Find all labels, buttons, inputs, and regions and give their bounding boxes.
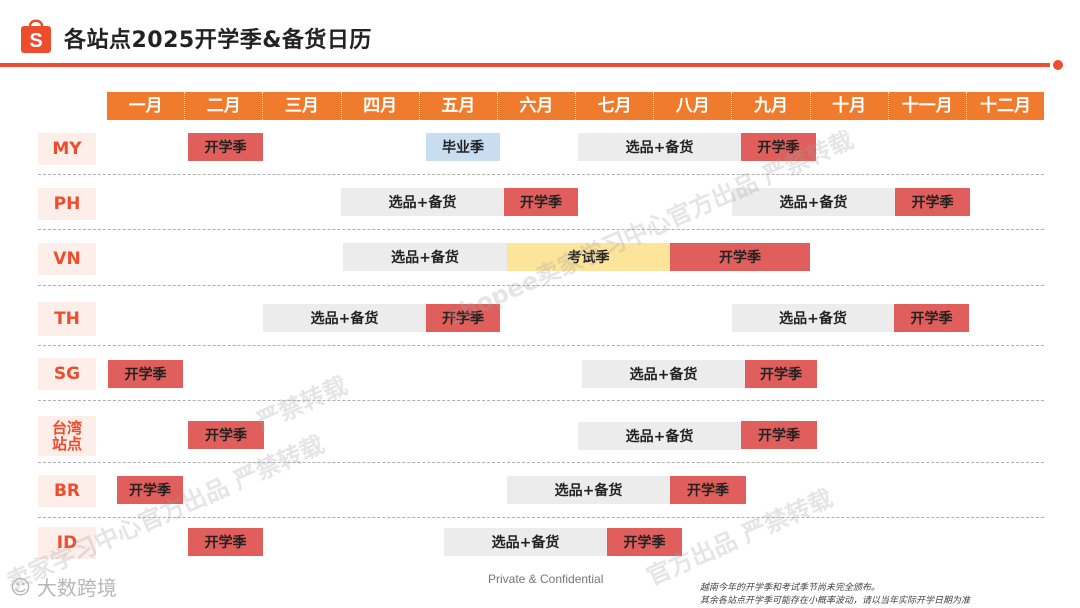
- month-aug: 八月: [654, 92, 733, 120]
- month-header: 一月 二月 三月 四月 五月 六月 七月 八月 九月 十月 十一月 十二月: [107, 92, 1044, 120]
- footer-brand-text: 大数跨境: [36, 576, 117, 600]
- row-separator: [38, 462, 1044, 463]
- footer-brand: ☺ 大数跨境: [10, 572, 117, 601]
- month-jan: 一月: [107, 92, 186, 120]
- bar-vn-stocking: 选品+备货: [343, 243, 507, 271]
- month-feb: 二月: [185, 92, 264, 120]
- month-jun: 六月: [498, 92, 577, 120]
- row-label-sg: SG: [38, 358, 96, 390]
- row-label-th: TH: [38, 302, 96, 336]
- row-separator: [38, 285, 1044, 286]
- row-label-br: BR: [38, 475, 96, 507]
- bar-id-school-feb: 开学季: [188, 528, 263, 556]
- footnote-line-1: 越南今年的开学季和考试季节尚未完全颁布。: [700, 583, 881, 593]
- row-label-tw: 台湾 站点: [38, 416, 96, 456]
- row-separator: [38, 345, 1044, 346]
- month-jul: 七月: [576, 92, 655, 120]
- row-label-id: ID: [38, 527, 96, 559]
- bar-id-school-jul: 开学季: [607, 528, 682, 556]
- bar-br-school-aug: 开学季: [670, 476, 746, 504]
- page-title: 各站点2025开学季&备货日历: [64, 28, 372, 53]
- bar-my-school-feb: 开学季: [188, 133, 263, 161]
- shopee-bag-logo: S: [21, 19, 51, 53]
- bar-th-school-may: 开学季: [426, 304, 500, 332]
- bar-sg-school-jan: 开学季: [108, 360, 183, 388]
- bar-th-school-nov: 开学季: [894, 304, 969, 332]
- row-separator: [38, 229, 1044, 230]
- month-sep: 九月: [732, 92, 811, 120]
- footnote-line-2: 其余各站点开学季可能存在小概率波动，请以当年实际开学日期为准: [700, 596, 971, 606]
- month-apr: 四月: [342, 92, 420, 120]
- row-label-vn: VN: [38, 243, 96, 275]
- confidential-label: Private & Confidential: [488, 572, 604, 586]
- footnote: 越南今年的开学季和考试季节尚未完全颁布。 其余各站点开学季可能存在小概率波动，请…: [700, 582, 970, 608]
- month-dec: 十二月: [979, 96, 1031, 116]
- bar-ph-stocking-1: 选品+备货: [341, 188, 504, 216]
- bar-vn-exam: 考试季: [507, 243, 670, 271]
- bar-br-school-jan: 开学季: [117, 476, 183, 504]
- row-separator: [38, 517, 1044, 518]
- row-label-my: MY: [38, 133, 96, 165]
- bar-vn-school: 开学季: [670, 243, 810, 271]
- bar-tw-school-feb: 开学季: [188, 421, 264, 449]
- bar-sg-stocking: 选品+备货: [582, 360, 745, 388]
- bar-sg-school-sep: 开学季: [745, 360, 817, 388]
- row-separator: [38, 400, 1044, 401]
- brand-mark-icon: ☺: [10, 574, 31, 599]
- bar-my-graduation: 毕业季: [426, 133, 500, 161]
- bar-th-stocking-1: 选品+备货: [263, 304, 426, 332]
- row-label-ph: PH: [38, 188, 96, 220]
- bar-th-stocking-2: 选品+备货: [732, 304, 894, 332]
- bar-my-school-sep: 开学季: [741, 133, 816, 161]
- title-rule: [0, 63, 1050, 67]
- month-oct: 十月: [811, 92, 889, 120]
- watermark-text: 严禁转载: [252, 371, 352, 437]
- logo-letter: S: [29, 30, 42, 52]
- bar-ph-school-jun: 开学季: [504, 188, 578, 216]
- month-nov: 十一月: [889, 92, 967, 120]
- row-separator: [38, 174, 1044, 175]
- bar-ph-school-nov: 开学季: [895, 188, 970, 216]
- bar-tw-school-sep: 开学季: [741, 421, 817, 449]
- month-may: 五月: [420, 92, 498, 120]
- bar-br-stocking: 选品+备货: [507, 476, 670, 504]
- bar-id-stocking: 选品+备货: [444, 528, 607, 556]
- bar-tw-stocking: 选品+备货: [578, 422, 741, 450]
- title-rule-dot: [1053, 60, 1063, 70]
- bar-ph-stocking-2: 选品+备货: [732, 188, 895, 216]
- bar-my-stocking: 选品+备货: [578, 133, 741, 161]
- month-mar: 三月: [263, 92, 342, 120]
